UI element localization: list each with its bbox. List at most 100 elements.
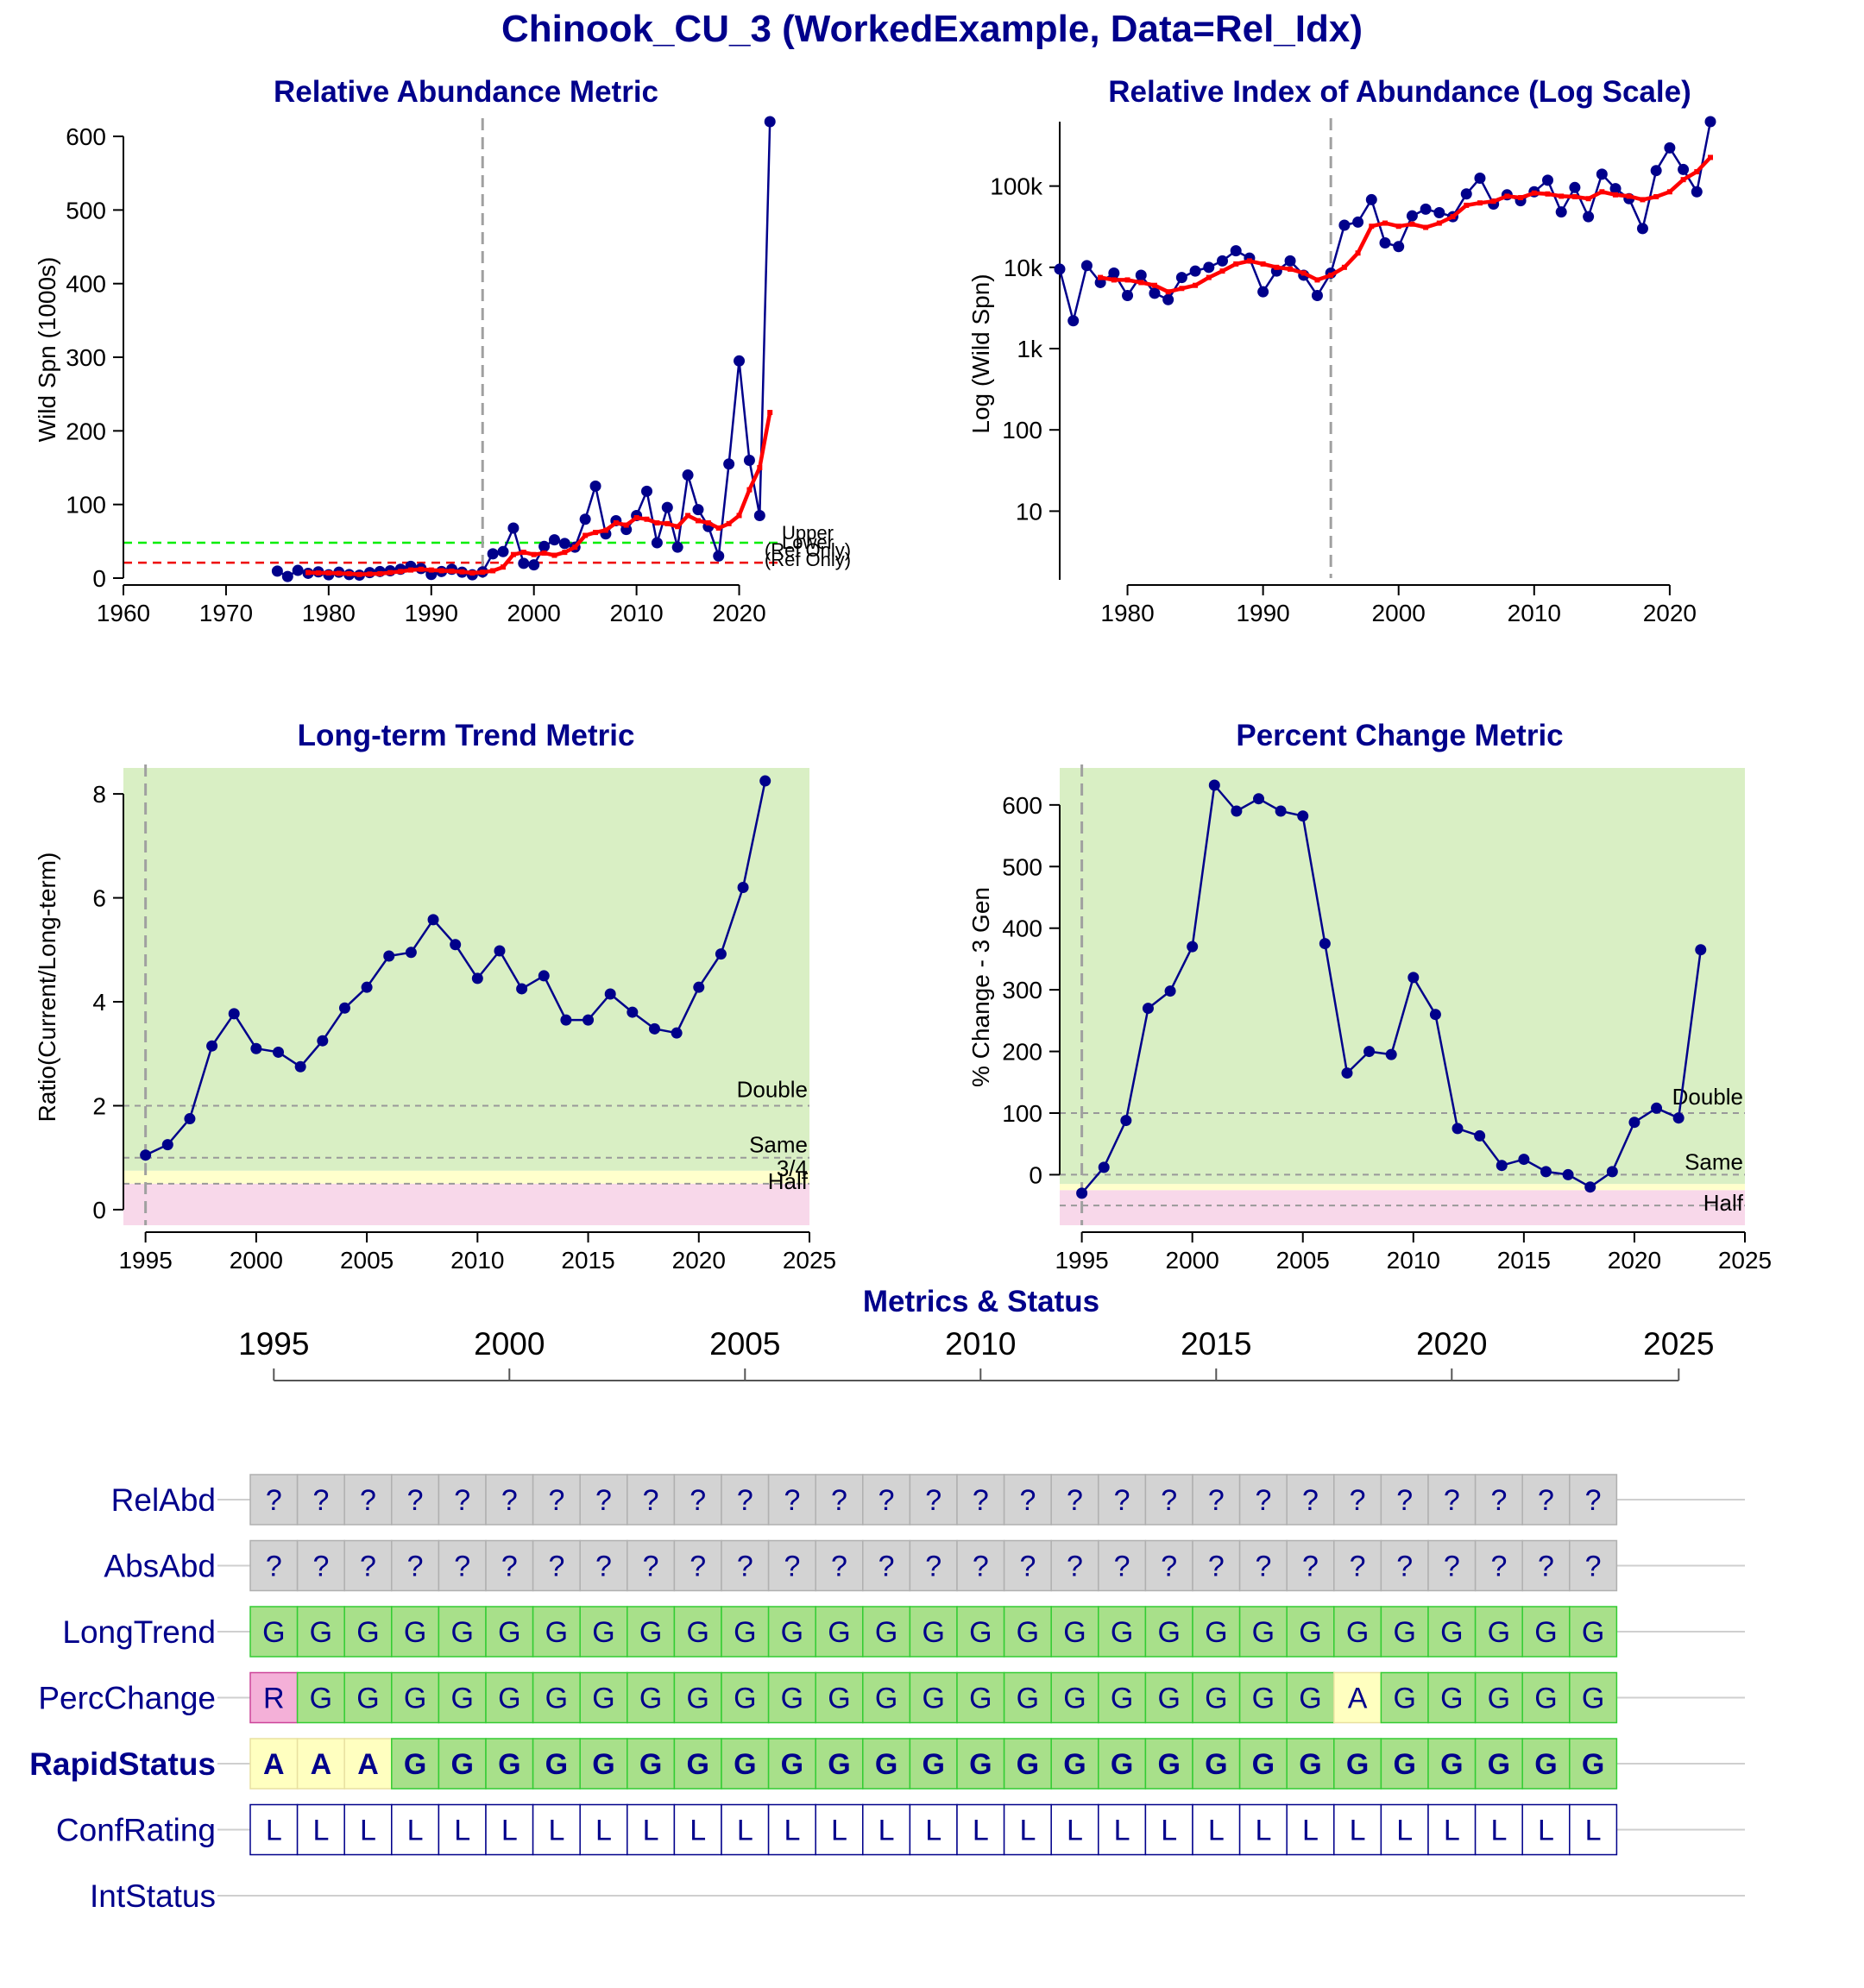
x-tick-label: 1960: [97, 600, 150, 626]
status-cell: [296, 1474, 345, 1526]
status-cell-value: A: [263, 1748, 285, 1781]
status-cell-value: ?: [1019, 1484, 1036, 1517]
data-point: [294, 1060, 306, 1073]
status-cell-value: G: [1440, 1616, 1463, 1649]
status-cell: [485, 1803, 534, 1856]
status-cell-value: G: [875, 1616, 897, 1649]
status-cell: [391, 1738, 440, 1790]
status-cell: [627, 1738, 676, 1790]
status-cell: [1098, 1606, 1147, 1658]
status-cell-value: ?: [1067, 1551, 1083, 1583]
reference-label: Same: [1685, 1148, 1743, 1174]
x-tick-label: 2025: [783, 1247, 836, 1274]
status-cell-value: G: [1440, 1748, 1463, 1781]
status-cell: [767, 1474, 816, 1526]
average-point: [736, 513, 742, 519]
status-cell-value: G: [781, 1748, 803, 1781]
data-point: [604, 988, 616, 1000]
data-point: [1122, 289, 1134, 301]
average-point: [1165, 289, 1171, 295]
status-cell: [532, 1606, 581, 1658]
data-point: [161, 1139, 173, 1151]
status-cell-value: L: [690, 1815, 706, 1847]
y-tick-label: 500: [1002, 853, 1042, 880]
status-cell-value: L: [595, 1815, 612, 1847]
data-point: [560, 1014, 572, 1026]
average-point: [726, 520, 732, 526]
average-point: [1680, 177, 1686, 183]
data-point: [743, 454, 755, 466]
data-point: [1474, 1129, 1486, 1142]
x-tick-label: 2000: [1166, 1247, 1219, 1274]
status-cell-value: G: [1111, 1616, 1133, 1649]
status-cell-value: ?: [1444, 1551, 1460, 1583]
data-point: [753, 509, 765, 521]
average-point: [1409, 221, 1415, 227]
status-cell-value: ?: [878, 1551, 895, 1583]
data-point: [1341, 1067, 1353, 1079]
y-tick-label: 400: [1002, 915, 1042, 942]
status-cell: [1144, 1803, 1193, 1856]
status-cell-value: L: [737, 1815, 753, 1847]
status-cell: [1427, 1539, 1477, 1592]
status-cell-value: ?: [548, 1484, 564, 1517]
status-cell-value: G: [1111, 1683, 1133, 1715]
status-cell: [1569, 1539, 1618, 1592]
status-cell-value: L: [548, 1815, 564, 1847]
row-label: ConfRating: [56, 1813, 216, 1848]
status-cell-value: G: [1346, 1748, 1369, 1781]
data-point: [1420, 203, 1432, 215]
status-cell-value: G: [1582, 1616, 1604, 1649]
status-cell: [1521, 1474, 1571, 1526]
status-cell-value: G: [450, 1748, 473, 1781]
data-point: [250, 1042, 262, 1054]
status-cell-value: G: [1299, 1683, 1321, 1715]
data-point: [558, 538, 570, 550]
data-point: [317, 1035, 329, 1047]
average-point: [1559, 193, 1565, 199]
status-cell-value: ?: [266, 1551, 282, 1583]
data-point: [1628, 1117, 1640, 1129]
status-cell-value: G: [498, 1683, 520, 1715]
data-point: [548, 534, 560, 546]
y-tick-label: 200: [1002, 1039, 1042, 1066]
average-point: [1098, 274, 1104, 280]
status-cell: [1521, 1738, 1571, 1790]
data-point: [627, 1006, 639, 1018]
status-cell: [485, 1671, 534, 1724]
status-cell-value: G: [1157, 1616, 1180, 1649]
status-cell-value: G: [1393, 1683, 1415, 1715]
data-point: [1555, 206, 1567, 218]
status-cell-value: G: [498, 1616, 520, 1649]
status-cell: [1050, 1671, 1099, 1724]
x-tick-label: 2010: [609, 600, 663, 626]
data-point: [518, 557, 530, 569]
average-point: [675, 524, 681, 530]
status-cell-value: G: [1582, 1748, 1604, 1781]
status-cell: [1286, 1606, 1335, 1658]
data-point: [1284, 255, 1296, 267]
status-cell-value: L: [1538, 1815, 1554, 1847]
data-point: [1704, 116, 1716, 128]
data-point: [497, 545, 509, 557]
average-point: [664, 520, 671, 526]
average-point: [1518, 195, 1524, 201]
status-cell: [296, 1803, 345, 1856]
average-point: [315, 570, 321, 576]
status-cell-value: G: [1252, 1616, 1275, 1649]
status-cell: [343, 1474, 393, 1526]
y-tick-label: 0: [1029, 1161, 1042, 1188]
status-cell: [1192, 1738, 1241, 1790]
data-point: [383, 950, 395, 962]
status-cell-value: ?: [1396, 1551, 1413, 1583]
data-point: [1319, 938, 1331, 950]
data-point: [1540, 1166, 1552, 1178]
status-cell: [767, 1671, 816, 1724]
status-cell-value: G: [356, 1616, 379, 1649]
data-point: [1311, 289, 1323, 301]
status-cell-value: L: [407, 1815, 424, 1847]
status-cell-value: G: [969, 1683, 992, 1715]
status-cell: [909, 1671, 958, 1724]
data-point: [651, 537, 663, 549]
status-cell-value: ?: [454, 1484, 470, 1517]
